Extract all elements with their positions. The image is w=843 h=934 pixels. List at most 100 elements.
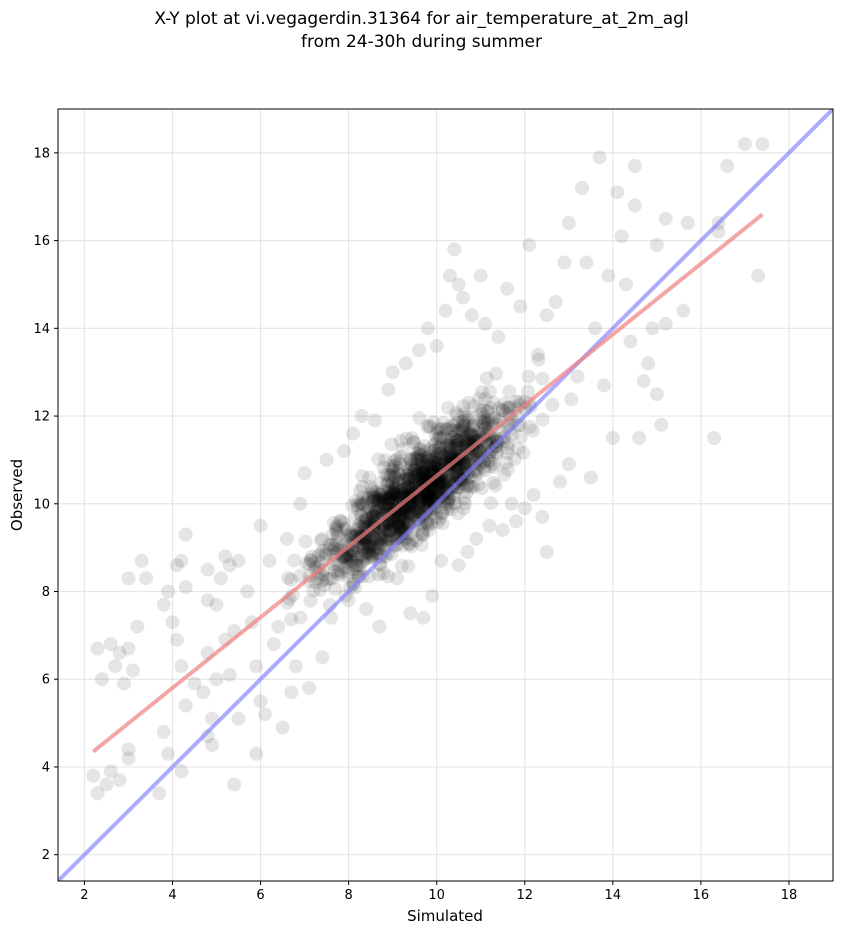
data-point — [440, 449, 455, 464]
data-point — [427, 452, 442, 466]
data-point — [525, 423, 540, 438]
data-point — [411, 453, 426, 468]
data-point — [322, 542, 337, 557]
data-point — [196, 685, 211, 700]
data-point — [409, 461, 424, 476]
data-point — [392, 509, 407, 524]
data-point — [619, 277, 633, 292]
data-point — [448, 438, 463, 453]
data-point — [396, 514, 411, 529]
data-point — [396, 517, 411, 532]
data-point — [330, 518, 345, 533]
data-point — [427, 486, 441, 501]
data-point — [314, 547, 329, 562]
data-point — [466, 417, 481, 432]
data-point — [513, 299, 528, 314]
data-point — [376, 490, 390, 505]
data-point — [306, 583, 321, 598]
data-point — [468, 468, 483, 483]
data-point — [450, 456, 465, 471]
data-point — [458, 409, 473, 424]
data-point — [394, 487, 409, 502]
data-point — [451, 558, 466, 573]
data-point — [329, 534, 344, 549]
data-point — [363, 479, 378, 494]
y-tick-label: 12 — [33, 410, 50, 425]
data-point — [378, 467, 393, 482]
data-point — [402, 500, 416, 515]
data-point — [390, 452, 404, 467]
data-point — [426, 415, 441, 430]
data-point — [597, 378, 611, 393]
data-point — [443, 453, 458, 468]
data-point — [398, 481, 413, 496]
data-point — [397, 510, 411, 525]
data-point — [412, 494, 427, 509]
data-point — [435, 516, 450, 531]
data-point — [402, 506, 417, 521]
data-point — [421, 494, 436, 509]
data-point — [415, 491, 430, 506]
data-point — [420, 419, 435, 434]
data-point — [388, 458, 403, 473]
data-point — [448, 496, 463, 511]
data-point — [346, 576, 361, 591]
data-point — [535, 509, 550, 524]
data-point — [439, 422, 454, 437]
data-point — [430, 432, 445, 446]
data-point — [386, 481, 400, 496]
data-point — [405, 499, 420, 514]
data-point — [308, 575, 323, 590]
data-point — [112, 645, 127, 660]
data-point — [417, 464, 432, 479]
data-point — [428, 510, 443, 525]
data-point — [200, 593, 215, 608]
data-point — [284, 572, 298, 587]
data-point — [311, 548, 326, 563]
data-point — [390, 504, 405, 519]
data-point — [446, 423, 461, 438]
data-point — [443, 446, 458, 461]
data-point — [324, 571, 339, 586]
data-point — [373, 536, 387, 551]
data-point — [426, 459, 441, 474]
data-point — [438, 441, 453, 456]
data-point — [412, 410, 427, 425]
data-point — [429, 450, 444, 465]
data-point — [349, 493, 364, 508]
x-axis-ticks: 2 4 6 8 10 12 14 16 18 — [80, 881, 797, 903]
data-point — [456, 290, 471, 305]
data-point — [371, 452, 386, 467]
data-point — [539, 545, 554, 559]
data-point — [501, 436, 515, 451]
plot-frame — [57, 108, 834, 882]
data-point — [359, 545, 374, 560]
data-point — [365, 482, 380, 497]
data-point — [373, 532, 388, 547]
data-point — [402, 471, 417, 486]
data-point — [401, 463, 416, 478]
data-point — [513, 429, 528, 444]
data-point — [458, 496, 473, 511]
data-point — [477, 463, 492, 478]
data-point — [378, 496, 392, 511]
data-point — [369, 542, 384, 557]
data-point — [405, 476, 420, 491]
data-point — [418, 465, 433, 480]
data-point — [315, 543, 330, 558]
data-point — [397, 473, 412, 488]
data-point — [420, 488, 434, 503]
data-point — [368, 503, 383, 518]
data-point — [436, 478, 451, 493]
data-point — [483, 459, 498, 474]
data-point — [387, 469, 402, 484]
data-point — [420, 453, 435, 468]
data-point — [389, 487, 404, 502]
data-point — [471, 465, 486, 479]
data-point — [354, 548, 369, 563]
data-point — [275, 720, 290, 735]
data-point — [90, 786, 105, 801]
data-point — [388, 486, 403, 501]
data-point — [387, 488, 402, 503]
data-point — [385, 365, 400, 380]
